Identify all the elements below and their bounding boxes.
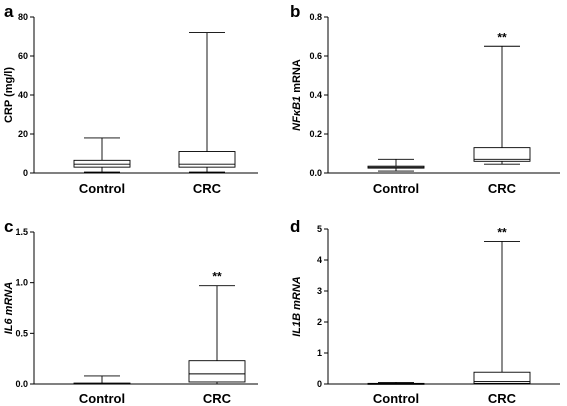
y-tick-label: 0 bbox=[23, 168, 28, 178]
y-axis-label: NFκB1 mRNA bbox=[291, 59, 303, 131]
panel-d: d 0 1 2 3 4 5 IL1B mRNA Control ** CRC bbox=[290, 217, 560, 406]
panel-letter: b bbox=[290, 2, 300, 21]
x-category-label: Control bbox=[79, 391, 125, 406]
y-tick-label: 0.8 bbox=[309, 12, 322, 22]
y-axis-label-italic: IL6 mRNA bbox=[3, 282, 15, 335]
y-tick-label: 0.0 bbox=[309, 168, 322, 178]
x-category-label: Control bbox=[79, 181, 125, 196]
panel-letter: c bbox=[4, 217, 13, 236]
y-tick-label: 1 bbox=[317, 348, 322, 358]
y-tick-label: 0.5 bbox=[15, 328, 28, 338]
y-tick-label: 3 bbox=[317, 286, 322, 296]
y-tick-label: 1.0 bbox=[15, 278, 28, 288]
y-tick-label: 60 bbox=[18, 51, 28, 61]
box-iqr bbox=[473, 147, 531, 162]
panel-letter: a bbox=[4, 2, 14, 21]
panel-a: a 0 20 40 60 80 CRP (mg/l) Control CRC bbox=[3, 2, 258, 196]
x-category-label: CRC bbox=[203, 391, 232, 406]
y-tick-label: 2 bbox=[317, 317, 322, 327]
y-axis-label-text: mRNA bbox=[291, 59, 303, 96]
y-tick-label: 0 bbox=[317, 379, 322, 389]
y-tick-label: 40 bbox=[18, 90, 28, 100]
x-category-label: CRC bbox=[193, 181, 222, 196]
box-iqr bbox=[178, 151, 236, 168]
y-axis-label: IL1B mRNA bbox=[291, 276, 303, 337]
y-tick-label: 0.6 bbox=[309, 51, 322, 61]
significance-marker: ** bbox=[212, 270, 222, 284]
y-tick-label: 0.4 bbox=[309, 90, 322, 100]
y-tick-label: 0.2 bbox=[309, 129, 322, 139]
y-tick-label: 5 bbox=[317, 224, 322, 234]
box-iqr bbox=[73, 159, 131, 168]
panel-letter: d bbox=[290, 217, 300, 236]
y-axis-label-italic: NFκB1 bbox=[291, 96, 303, 131]
y-tick-label: 0.0 bbox=[15, 379, 28, 389]
y-axis-label-text: CRP (mg/l) bbox=[3, 67, 15, 123]
y-axis-label: IL6 mRNA bbox=[3, 282, 15, 335]
y-tick-label: 80 bbox=[18, 12, 28, 22]
panel-b: b 0.0 0.2 0.4 0.6 0.8 NFκB1 mRNA Control ** CRC bbox=[290, 2, 560, 196]
x-category-label: CRC bbox=[488, 181, 517, 196]
box-iqr bbox=[473, 371, 531, 384]
y-tick-label: 20 bbox=[18, 129, 28, 139]
x-category-label: CRC bbox=[488, 391, 517, 406]
y-axis-label-italic: IL1B mRNA bbox=[291, 276, 303, 337]
panel-c: c 0.0 0.5 1.0 1.5 IL6 mRNA Control ** CRC bbox=[3, 217, 258, 406]
significance-marker: ** bbox=[497, 30, 507, 44]
y-tick-label: 1.5 bbox=[15, 227, 28, 237]
y-axis-label: CRP (mg/l) bbox=[3, 67, 15, 123]
y-tick-label: 4 bbox=[317, 255, 322, 265]
x-category-label: Control bbox=[373, 391, 419, 406]
x-category-label: Control bbox=[373, 181, 419, 196]
box-iqr bbox=[188, 360, 246, 383]
significance-marker: ** bbox=[497, 225, 507, 239]
